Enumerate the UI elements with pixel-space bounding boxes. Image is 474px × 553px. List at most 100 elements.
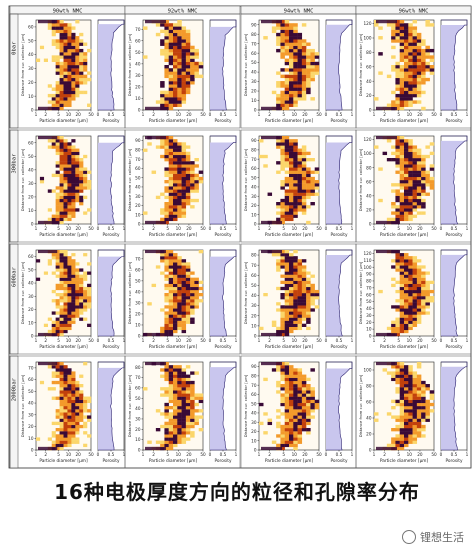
heat-cell (55, 139, 60, 143)
heat-cell (67, 274, 72, 278)
heat-cell (297, 68, 303, 72)
heat-cell (404, 100, 409, 104)
heat-cell (429, 58, 435, 62)
heat-cell (289, 320, 294, 324)
heat-cell (59, 205, 64, 209)
heat-cell (267, 418, 273, 422)
heat-cell (289, 189, 294, 193)
heat-cell (75, 280, 80, 284)
heat-cell (280, 387, 285, 391)
heat-cell (289, 409, 294, 413)
porosity-fill (210, 26, 234, 110)
y-tick-label: 0 (369, 448, 372, 453)
heat-cell (310, 402, 315, 407)
heat-cell (421, 302, 426, 306)
x-tick-label: 1 (35, 226, 38, 231)
heat-cell (416, 84, 422, 88)
x-tick-label: 50 (200, 338, 206, 343)
heat-cell (55, 311, 60, 315)
heat-cell (71, 302, 76, 306)
heat-cell (168, 283, 174, 288)
heat-cell (429, 390, 435, 394)
heat-cell (429, 280, 435, 284)
heat-cell (55, 29, 60, 34)
heat-cell (399, 87, 405, 91)
heat-cell (395, 148, 400, 152)
y-tick-label: 10 (135, 437, 141, 442)
porosity-fill (98, 142, 123, 224)
heat-cell (160, 29, 165, 34)
y-tick-label: 50 (251, 283, 257, 288)
heat-cell (71, 58, 76, 62)
heat-cell (63, 320, 68, 324)
heat-cell (376, 446, 397, 450)
heat-cell (71, 406, 76, 410)
heat-cell (280, 314, 285, 318)
heat-cell (261, 446, 282, 450)
heat-cell (71, 299, 76, 303)
heat-cell (83, 170, 88, 174)
heat-cell (59, 326, 64, 331)
heat-cell (145, 106, 166, 110)
heat-cell (395, 380, 400, 385)
heat-cell (173, 384, 178, 388)
heat-cell (177, 396, 182, 400)
heat-cell (190, 164, 195, 168)
heat-cell (181, 293, 187, 297)
heat-cell (310, 387, 315, 391)
heat-cell (87, 48, 92, 53)
heat-cell (164, 440, 169, 444)
heat-cell (293, 271, 298, 275)
heat-cell (67, 296, 72, 300)
porosity-tick-label: 0 (97, 112, 100, 117)
heat-cell (185, 158, 191, 162)
heat-cell (408, 434, 413, 438)
heat-cell (289, 308, 294, 312)
heat-cell (421, 406, 426, 410)
heat-cell (75, 68, 80, 72)
porosity-tick-label: 1 (351, 452, 354, 457)
heat-cell (276, 368, 281, 372)
heat-cell (47, 145, 52, 149)
heat-cell (67, 289, 72, 294)
heat-cell (293, 189, 298, 193)
heat-cell (301, 84, 307, 88)
y-tick-label: 0 (138, 108, 141, 113)
heat-cell (71, 440, 76, 444)
heat-cell (280, 52, 285, 56)
heat-cell (51, 55, 56, 59)
heat-cell (63, 217, 68, 222)
x-tick-label: 1 (373, 338, 376, 343)
heat-cell (51, 145, 56, 149)
heat-cell (289, 148, 294, 152)
heat-cell (310, 48, 315, 53)
heat-cell (306, 189, 311, 193)
heat-cell (297, 74, 303, 79)
heat-cell (67, 283, 72, 288)
heat-cell (160, 192, 165, 196)
heat-cell (293, 380, 298, 385)
heat-cell (391, 440, 396, 444)
heat-cell (63, 93, 68, 98)
heat-cell (297, 277, 303, 281)
heat-cell (164, 136, 169, 140)
heat-cell (404, 424, 409, 429)
heat-cell (168, 139, 174, 143)
heat-cell (75, 308, 80, 312)
heat-cell (173, 217, 178, 222)
heat-cell (55, 23, 60, 27)
heat-cell (301, 409, 307, 413)
heat-cell (55, 186, 60, 190)
heat-cell (408, 151, 413, 156)
heat-cell (395, 39, 400, 43)
heat-cell (289, 36, 294, 40)
heat-cell (280, 183, 285, 187)
heat-cell (280, 259, 285, 263)
heat-cell (71, 274, 76, 278)
heat-cell (164, 74, 169, 79)
heat-cell (168, 42, 174, 46)
heat-cell (173, 440, 178, 444)
heat-cell (67, 280, 72, 284)
y-tick-label: 60 (251, 273, 257, 278)
heat-cell (160, 440, 165, 444)
